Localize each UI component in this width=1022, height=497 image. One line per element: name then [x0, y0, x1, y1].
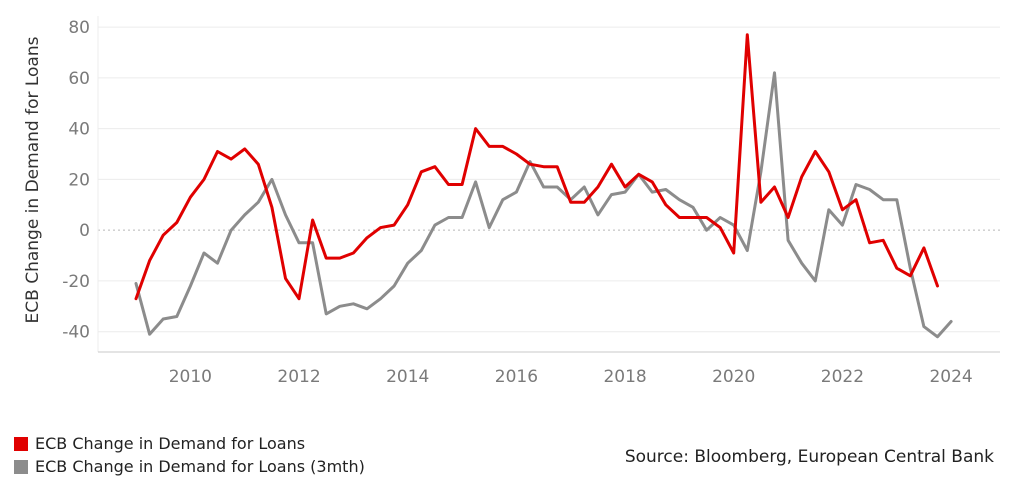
- y-tick-label: 80: [68, 18, 90, 38]
- x-tick-label: 2010: [169, 367, 212, 387]
- y-tick-label: -40: [62, 323, 90, 343]
- x-tick-label: 2020: [712, 367, 755, 387]
- axes: -40 -20 0 20 40 60 80 2010 2012 2014 2016 2018 2020 2…: [62, 16, 1000, 387]
- x-tick-label: 2024: [929, 367, 972, 387]
- legend-swatch-red: [14, 436, 28, 451]
- source-note: Source: Bloomberg, European Central Bank: [624, 447, 994, 467]
- legend-label: ECB Change in Demand for Loans: [35, 434, 306, 453]
- gridlines: [98, 26, 1000, 333]
- y-tick-label: -20: [62, 272, 90, 292]
- x-tick-label: 2016: [495, 367, 538, 387]
- legend-swatch-gray: [14, 459, 28, 474]
- series-line-demand-for-loans-3mth: [134, 71, 953, 339]
- legend: ECB Change in Demand for Loans ECB Chang…: [14, 432, 365, 478]
- y-axis-label: ECB Change in Demand for Loans: [23, 36, 43, 323]
- legend-item-loans: ECB Change in Demand for Loans: [14, 432, 365, 455]
- y-tick-label: 0: [79, 221, 90, 241]
- x-tick-label: 2022: [821, 367, 864, 387]
- x-tick-label: 2018: [603, 367, 646, 387]
- legend-item-loans-3mth: ECB Change in Demand for Loans (3mth): [14, 455, 365, 478]
- y-tick-label: 20: [68, 170, 90, 190]
- y-tick-label: 40: [68, 120, 90, 140]
- y-tick-label: 60: [68, 69, 90, 89]
- series-lines: [134, 33, 953, 339]
- x-tick-label: 2014: [386, 367, 429, 387]
- series-line-demand-for-loans: [134, 33, 939, 301]
- line-chart: -40 -20 0 20 40 60 80 2010 2012 2014 2016 2018 2020 2…: [23, 16, 1000, 387]
- x-tick-label: 2012: [277, 367, 320, 387]
- legend-label: ECB Change in Demand for Loans (3mth): [35, 457, 365, 476]
